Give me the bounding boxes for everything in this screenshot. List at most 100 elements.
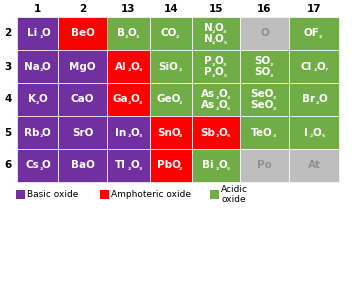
Text: P: P [204,67,212,77]
Text: ₂: ₂ [215,105,219,111]
Bar [210,190,219,199]
Text: BeO: BeO [71,28,94,39]
Bar [107,116,150,149]
Text: ₂: ₂ [215,94,219,100]
Text: Amphoteric oxide: Amphoteric oxide [111,190,191,199]
Text: SnO: SnO [157,128,181,137]
Bar [58,149,107,182]
Text: SrO: SrO [72,128,93,137]
Text: Tl: Tl [115,160,126,170]
Text: O: O [318,95,327,105]
Bar [240,83,289,116]
Text: SiO: SiO [159,62,179,72]
Text: ₃: ₃ [139,132,142,138]
Bar [240,116,289,149]
Text: Li: Li [27,28,37,39]
Text: ₂: ₂ [128,132,131,138]
Text: Bi: Bi [202,160,214,170]
Text: 14: 14 [164,3,178,14]
Text: O: O [42,128,51,137]
Text: O: O [131,62,139,72]
Text: ₃: ₃ [136,34,139,39]
Bar [240,149,289,182]
Bar [17,17,58,50]
Text: ₂: ₂ [212,72,215,78]
Text: ₂: ₂ [128,165,131,172]
Text: ₂: ₂ [39,34,42,39]
Bar [289,83,339,116]
Text: ₂: ₂ [179,66,182,72]
Bar [17,149,58,182]
Text: ₂: ₂ [313,66,317,72]
Text: As: As [201,100,215,110]
Text: ₂: ₂ [319,34,322,39]
Bar [58,83,107,116]
Text: N: N [204,23,213,33]
Text: ₅: ₅ [227,165,230,172]
Text: TeO: TeO [251,128,273,137]
Text: O: O [131,95,139,105]
Text: I: I [304,128,308,137]
Text: ₃: ₃ [139,165,142,172]
Text: CO: CO [160,28,177,39]
Text: O: O [218,89,227,99]
Bar [100,190,109,199]
Text: CaO: CaO [71,95,94,105]
Text: 17: 17 [307,3,321,14]
Text: O: O [131,160,139,170]
Bar [289,116,339,149]
Text: SeO: SeO [251,100,274,110]
Bar [58,50,107,83]
Text: SO: SO [254,56,270,66]
Text: O: O [39,95,47,105]
Text: Cl: Cl [300,62,312,72]
Text: 13: 13 [121,3,136,14]
Text: ₅: ₅ [223,72,227,78]
Text: ₃: ₃ [223,28,227,34]
Text: ₃: ₃ [139,66,142,72]
Text: As: As [201,89,215,99]
Text: ₅: ₅ [321,132,325,138]
Text: O: O [218,100,227,110]
Bar [150,17,192,50]
Text: 3: 3 [4,62,11,72]
Text: Rb: Rb [24,128,40,137]
Text: Basic oxide: Basic oxide [27,190,78,199]
Bar [289,17,339,50]
Bar [240,17,289,50]
Text: B: B [117,28,125,39]
Text: BaO: BaO [71,160,94,170]
Bar [192,149,240,182]
Text: OF: OF [304,28,320,39]
Bar [107,17,150,50]
Text: O: O [316,62,325,72]
Text: ₅: ₅ [223,39,227,45]
Text: O: O [218,128,227,137]
Text: Br: Br [302,95,315,105]
Text: ₇: ₇ [325,66,328,72]
Bar [289,149,339,182]
Text: Sb: Sb [201,128,216,137]
Bar [16,190,25,199]
Text: SO: SO [254,67,270,77]
Text: ₃: ₃ [139,99,142,105]
Text: ₂: ₂ [179,165,182,172]
Text: 2: 2 [4,28,11,39]
Text: ₂: ₂ [215,165,219,172]
Bar [289,50,339,83]
Text: N: N [204,34,213,44]
Text: In: In [115,128,126,137]
Text: 6: 6 [4,160,11,170]
Text: ₃: ₃ [227,94,230,100]
Text: O: O [42,160,51,170]
Text: ₂: ₂ [128,99,131,105]
Bar [192,116,240,149]
Text: O: O [131,128,139,137]
Text: ₂: ₂ [39,165,42,172]
Text: ₂: ₂ [179,132,182,138]
Text: ₂: ₂ [39,66,42,72]
Text: O: O [218,160,227,170]
Text: 4: 4 [4,95,12,105]
Text: 16: 16 [257,3,272,14]
Text: O: O [313,128,322,137]
